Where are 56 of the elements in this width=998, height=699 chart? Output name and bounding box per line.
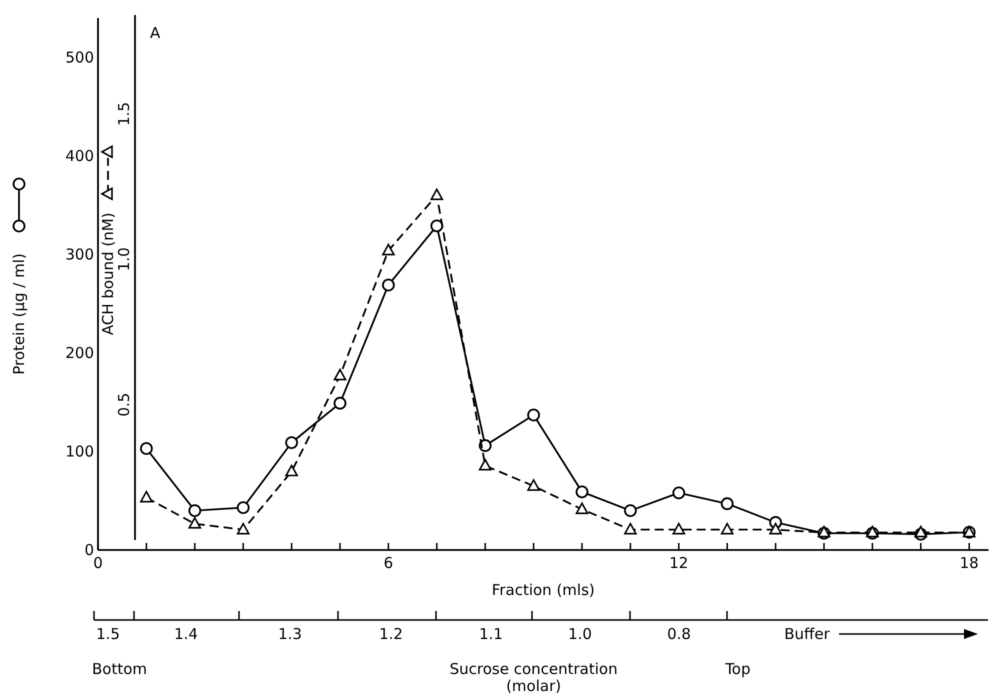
text: Buffer <box>784 625 831 643</box>
text: 1.1 <box>479 625 503 643</box>
point <box>285 436 298 450</box>
point <box>430 219 444 232</box>
text: Top <box>724 660 751 678</box>
x-tick-label: 18 <box>960 554 979 572</box>
point <box>576 502 588 514</box>
point <box>236 522 250 534</box>
point <box>672 486 686 500</box>
y-axis-title: Protein (µg / ml) <box>10 253 28 375</box>
y-tick-label: 500 <box>65 48 94 66</box>
text: Bottom <box>92 660 148 678</box>
text: 1.5 <box>96 625 120 643</box>
text: Sucrose concentration (molar) <box>450 660 618 695</box>
point <box>334 368 346 380</box>
point <box>334 396 346 410</box>
point <box>672 522 686 534</box>
y2-tick-label: 1.0 <box>115 247 133 272</box>
y-tick-label: 400 <box>65 146 94 165</box>
y2-tick-label: 1.5 <box>115 102 133 126</box>
point <box>140 490 153 502</box>
text: 1.2 <box>379 625 403 643</box>
point <box>818 526 830 538</box>
y-tick-label: 0 <box>84 541 94 559</box>
y2-axis-title: ACH bound (nM) <box>99 212 117 336</box>
point <box>285 464 298 476</box>
point <box>624 522 637 534</box>
y2-tick-label: 0.5 <box>115 392 133 417</box>
x-axis-title: Fraction (mls) <box>492 581 595 599</box>
point <box>866 526 879 538</box>
point <box>478 458 492 470</box>
point <box>527 408 540 422</box>
text: 1.4 <box>174 625 198 643</box>
point <box>720 522 734 534</box>
annotation: A <box>150 24 161 42</box>
point <box>188 504 202 517</box>
point <box>769 522 782 534</box>
point <box>576 485 588 498</box>
text: 0.8 <box>667 625 691 643</box>
point <box>236 501 250 514</box>
point <box>140 442 153 455</box>
point <box>430 188 444 200</box>
point <box>382 244 395 256</box>
point <box>624 504 637 517</box>
text: 1.3 <box>278 625 302 643</box>
point <box>914 526 928 538</box>
point <box>527 479 540 491</box>
x-tick-label: 6 <box>384 554 394 572</box>
point <box>382 278 395 292</box>
y-tick-label: 200 <box>65 344 94 362</box>
y-tick-label: 300 <box>65 245 94 264</box>
point <box>188 517 202 529</box>
point <box>720 497 734 510</box>
y-tick-label: 100 <box>65 442 94 460</box>
x-tick-label: 12 <box>669 554 688 572</box>
text: 1.0 <box>568 625 592 643</box>
